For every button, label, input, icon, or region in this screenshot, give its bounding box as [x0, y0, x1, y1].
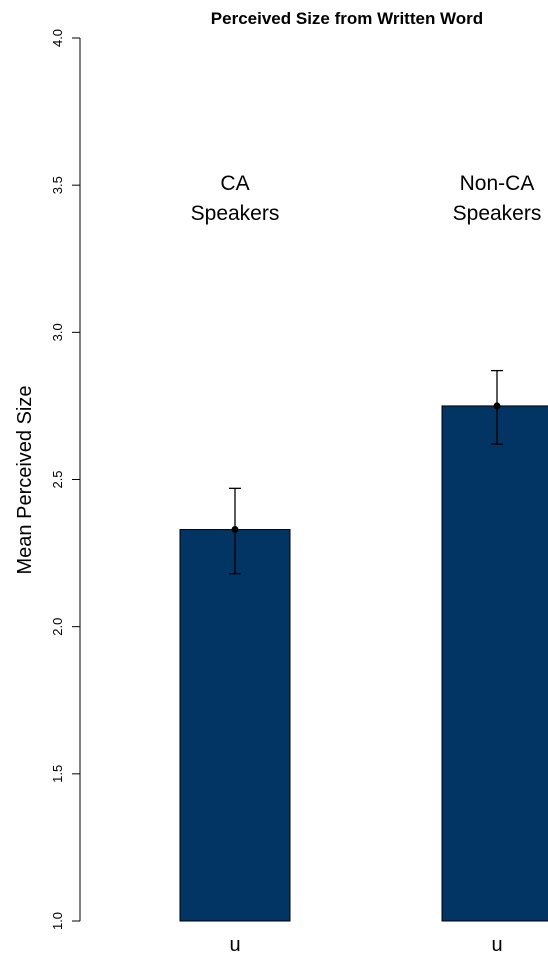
y-tick-label: 2.0	[50, 618, 65, 636]
y-tick-label: 2.5	[50, 470, 65, 488]
group-label-line: Non-CA	[460, 172, 535, 195]
y-tick-label: 4.0	[50, 29, 65, 47]
x-category-label: u	[491, 934, 502, 956]
y-tick-label: 1.5	[50, 765, 65, 783]
y-tick-label: 1.0	[50, 912, 65, 930]
y-tick-label: 3.0	[50, 323, 65, 341]
y-axis-ticks: 1.0 1.5 2.0 2.5 3.0 3.5 4.0	[50, 29, 80, 930]
group-label-line: Speakers	[453, 202, 542, 225]
group-label-line: CA	[220, 172, 249, 195]
x-category-label: u	[229, 934, 240, 956]
bar	[179, 529, 291, 922]
group-label-line: Speakers	[191, 202, 280, 225]
chart-title: Perceived Size from Written Word	[211, 9, 483, 28]
y-axis-label: Mean Perceived Size	[14, 386, 36, 575]
y-tick-label: 3.5	[50, 176, 65, 194]
mean-point	[493, 402, 501, 410]
mean-point	[231, 526, 239, 534]
bar	[441, 405, 548, 922]
bars-layer: CA Speakers u Non-CA Speakers u	[179, 172, 548, 956]
